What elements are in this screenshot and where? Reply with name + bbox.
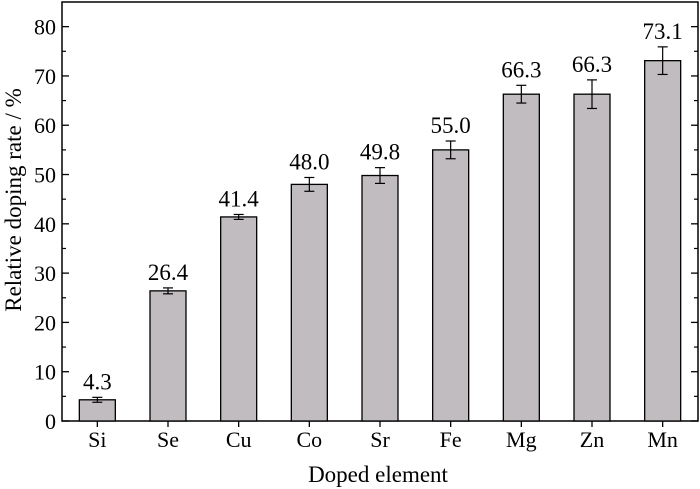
bar-fe	[432, 149, 470, 422]
error-bar-cu	[233, 213, 244, 220]
error-bar-mg	[516, 84, 527, 104]
data-label-fe: 55.0	[431, 113, 471, 138]
error-bar-zn	[587, 79, 597, 110]
data-label-mn: 73.1	[643, 19, 683, 44]
error-bar-mn	[657, 46, 668, 76]
y-tick-label: 40	[34, 212, 56, 237]
bar-mn	[644, 60, 682, 422]
y-tick-label: 10	[34, 360, 56, 385]
y-tick-label: 80	[34, 15, 56, 40]
data-label-zn: 66.3	[572, 52, 612, 77]
data-label-si: 4.3	[83, 369, 112, 394]
bar-se	[149, 290, 187, 422]
bar-co	[290, 183, 328, 422]
y-axis-title: Relative doping rate / %	[1, 88, 26, 312]
data-labels: 4.3 26.4 41.4 48.0 49.8 55.0 66.3 66.3 73.1	[83, 19, 683, 394]
bar-si	[78, 399, 116, 422]
x-tick-label-se: Se	[157, 427, 179, 452]
y-tick-label: 30	[34, 261, 56, 286]
x-tick-label-fe: Fe	[440, 427, 462, 452]
y-tick-label: 0	[45, 409, 56, 434]
x-tick-label-sr: Sr	[370, 427, 390, 452]
error-bar-sr	[375, 167, 385, 185]
x-tick-label-cu: Cu	[226, 427, 252, 452]
data-label-cu: 41.4	[219, 186, 260, 211]
error-bar-fe	[445, 140, 456, 160]
y-axis-ticks: 0 10 20 30 40 50 60 70 80	[34, 15, 698, 434]
error-bar-si	[92, 396, 103, 403]
x-axis-ticks: Si Se Cu Co Sr Fe Mg Zn Mn	[88, 421, 678, 452]
x-tick-label-zn: Zn	[580, 427, 604, 452]
bar-sr	[361, 174, 399, 422]
x-tick-label-si: Si	[88, 427, 106, 452]
x-axis-title: Doped element	[308, 462, 448, 487]
error-bars	[92, 46, 668, 403]
x-tick-label-co: Co	[296, 427, 322, 452]
data-label-co: 48.0	[289, 149, 329, 174]
data-label-se: 26.4	[148, 260, 189, 285]
bar-cu	[220, 216, 258, 422]
error-bar-co	[304, 176, 315, 192]
y-tick-label: 70	[34, 64, 56, 89]
bar-zn	[573, 93, 611, 422]
y-tick-label: 20	[34, 310, 56, 335]
x-tick-label-mg: Mg	[506, 427, 537, 452]
data-label-mg: 66.3	[501, 57, 541, 82]
data-label-sr: 49.8	[360, 140, 400, 165]
error-bar-se	[163, 287, 173, 295]
y-tick-label: 50	[34, 163, 56, 188]
bar-mg	[502, 93, 540, 422]
y-tick-label: 60	[34, 113, 56, 138]
x-tick-label-mn: Mn	[647, 427, 678, 452]
bars	[78, 60, 682, 422]
